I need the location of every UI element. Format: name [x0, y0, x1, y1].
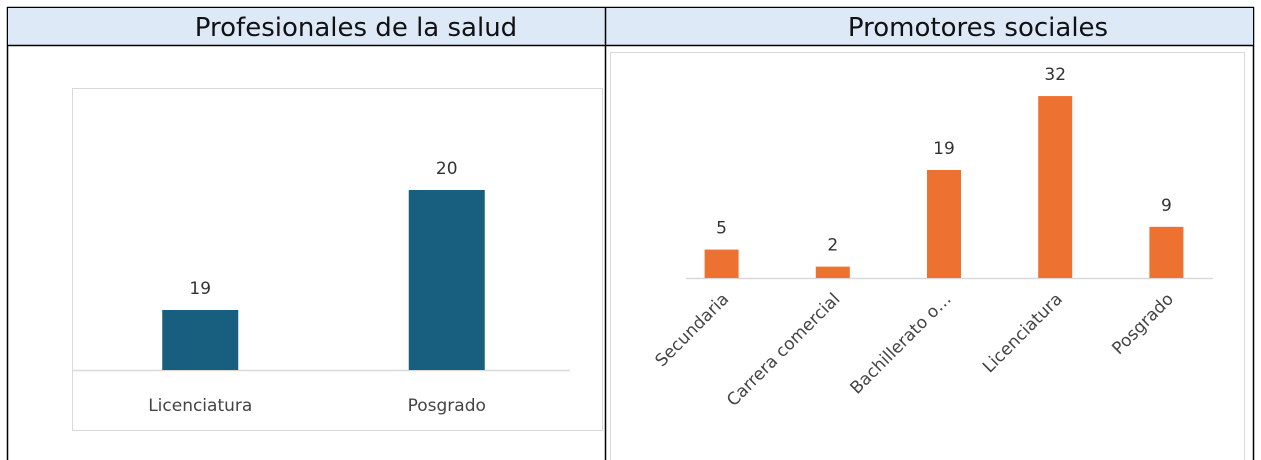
- column-header: Promotores sociales: [848, 13, 1108, 43]
- header-row: [8, 8, 1253, 45]
- column-header: Profesionales de la salud: [195, 13, 517, 43]
- bar: [815, 266, 850, 278]
- data-label: 20: [436, 159, 458, 179]
- data-label: 2: [827, 236, 838, 256]
- bar: [1038, 96, 1073, 278]
- x-tick-label: Posgrado: [408, 396, 486, 416]
- x-tick-label: Posgrado: [1108, 289, 1178, 359]
- x-tick-label: Secundaria: [651, 289, 733, 371]
- x-tick-label: Bachillerato o…: [847, 289, 956, 398]
- data-label: 19: [189, 279, 211, 299]
- x-tick-label: Licenciatura: [148, 396, 252, 416]
- chart-frame: [72, 88, 603, 431]
- bar: [408, 190, 485, 370]
- data-label: 32: [1044, 65, 1066, 85]
- x-tick-label: Carrera comercial: [723, 289, 844, 410]
- data-label: 5: [716, 219, 727, 239]
- table-border: [6, 6, 1255, 460]
- bar: [704, 249, 739, 278]
- data-label: 9: [1161, 196, 1172, 216]
- chart-frame: [610, 52, 1245, 460]
- x-tick-label: Licenciatura: [979, 289, 1067, 377]
- data-label: 19: [933, 139, 955, 159]
- bar: [1149, 226, 1184, 278]
- bar: [162, 310, 239, 370]
- bar: [927, 169, 961, 278]
